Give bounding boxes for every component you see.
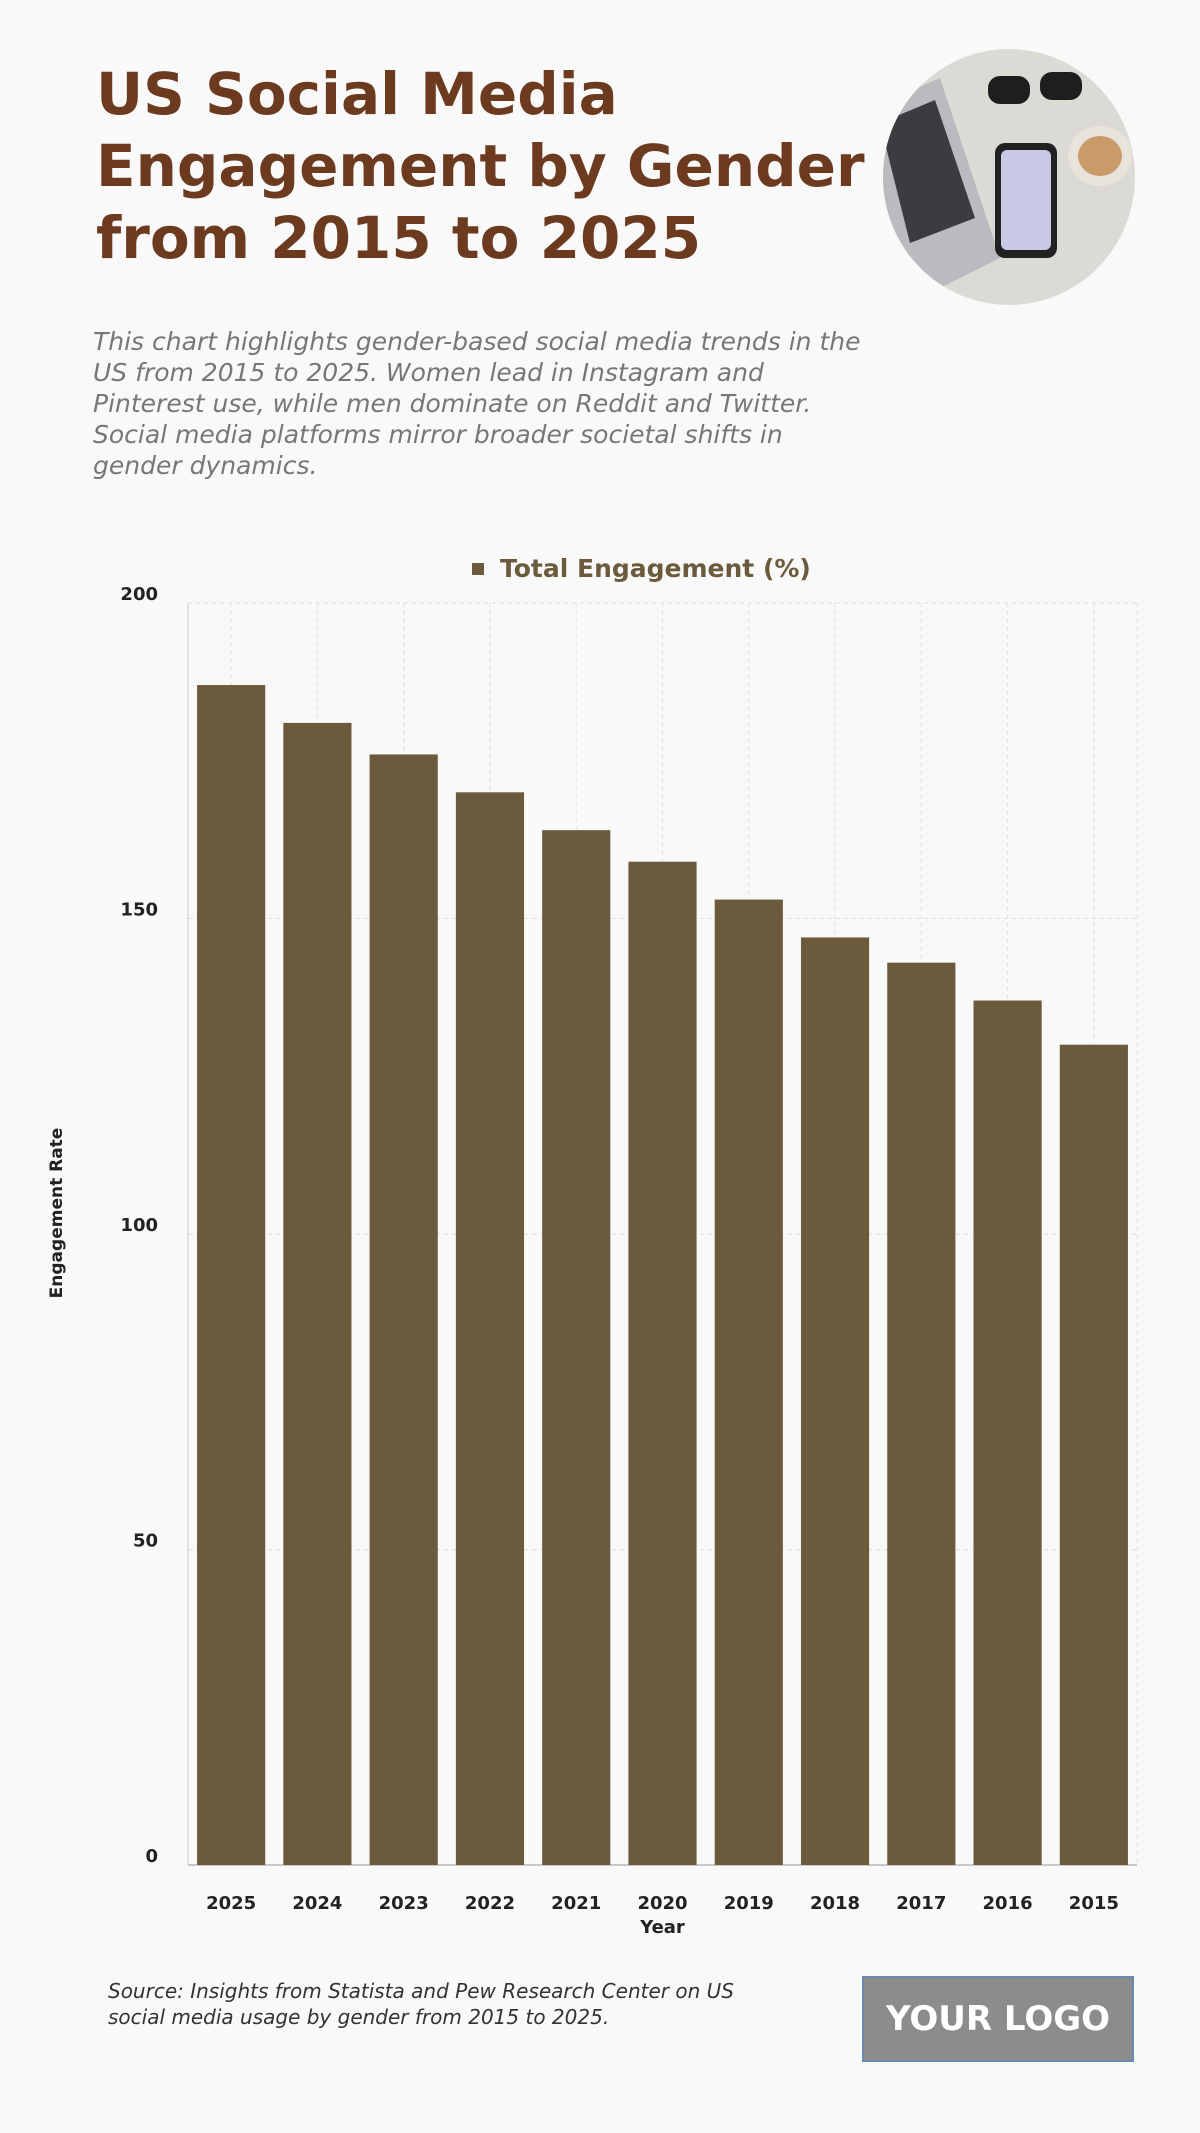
logo: YOUR LOGO <box>862 1976 1134 2062</box>
y-tick-label: 0 <box>145 1846 158 1867</box>
x-tick-label: 2018 <box>810 1893 860 1914</box>
y-tick-label: 200 <box>120 584 158 605</box>
x-tick-label: 2019 <box>724 1893 774 1914</box>
photo <box>883 49 1135 305</box>
y-tick-label: 50 <box>133 1531 158 1552</box>
y-axis-label: Engagement Rate <box>47 1128 67 1299</box>
x-tick-label: 2020 <box>637 1893 687 1914</box>
bar <box>283 722 352 1865</box>
bar <box>542 830 611 1866</box>
bar <box>455 792 525 1865</box>
y-tick-label: 100 <box>120 1215 158 1236</box>
x-tick-label: 2017 <box>896 1893 946 1914</box>
bar <box>1059 1044 1128 1865</box>
bar <box>887 962 956 1865</box>
bar <box>197 685 266 1865</box>
bar <box>800 937 870 1865</box>
x-axis-label: Year <box>639 1917 685 1938</box>
title: US Social Media Engagement by Gender fro… <box>96 60 865 272</box>
bar <box>714 899 783 1865</box>
legend-swatch <box>472 563 484 575</box>
x-tick-label: 2016 <box>983 1893 1033 1914</box>
x-tick-label: 2025 <box>206 1893 256 1914</box>
x-tick-label: 2023 <box>379 1893 429 1914</box>
y-tick-label: 150 <box>120 900 158 921</box>
subtitle: This chart highlights gender-based socia… <box>93 327 861 480</box>
bar <box>973 1000 1042 1865</box>
bar <box>628 861 697 1865</box>
x-tick-label: 2024 <box>292 1893 342 1914</box>
source: Source: Insights from Statista and Pew R… <box>108 1979 734 2029</box>
bar <box>369 754 438 1866</box>
x-tick-label: 2022 <box>465 1893 515 1914</box>
x-tick-label: 2021 <box>551 1893 601 1914</box>
x-tick-label: 2015 <box>1069 1893 1119 1914</box>
legend-label: Total Engagement (%) <box>500 554 811 583</box>
